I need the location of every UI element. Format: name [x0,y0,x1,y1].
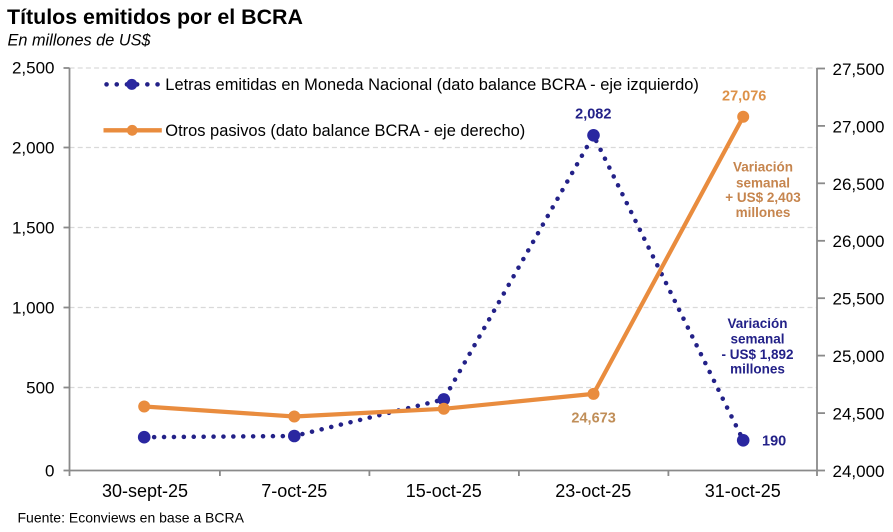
svg-text:2,500: 2,500 [12,59,55,78]
svg-text:24,673: 24,673 [571,411,615,427]
svg-text:15-oct-25: 15-oct-25 [406,481,482,501]
svg-text:- US$ 1,892: - US$ 1,892 [721,347,793,362]
svg-text:millones: millones [730,361,785,376]
svg-text:24,500: 24,500 [833,405,885,424]
svg-text:7-oct-25: 7-oct-25 [261,481,327,501]
svg-text:Títulos emitidos por el BCRA: Títulos emitidos por el BCRA [7,5,303,29]
svg-text:2,082: 2,082 [575,107,611,123]
svg-text:27,076: 27,076 [722,89,766,105]
svg-text:Letras emitidas en Moneda Naci: Letras emitidas en Moneda Nacional (dato… [165,76,699,94]
svg-text:30-sept-25: 30-sept-25 [102,481,188,501]
svg-text:26,500: 26,500 [833,175,885,194]
svg-text:semanal: semanal [730,332,784,347]
svg-text:Fuente: Econviews en base a BC: Fuente: Econviews en base a BCRA [18,510,245,526]
svg-text:+ US$ 2,403: + US$ 2,403 [725,190,801,205]
svg-text:Variación: Variación [727,316,787,331]
svg-text:27,000: 27,000 [833,117,885,136]
svg-text:27,500: 27,500 [833,60,885,79]
svg-text:0: 0 [45,462,54,481]
svg-text:1,000: 1,000 [12,299,55,318]
svg-text:190: 190 [762,434,786,450]
svg-text:24,000: 24,000 [833,462,885,481]
svg-text:semanal: semanal [736,176,790,191]
svg-text:Otros pasivos (dato balance BC: Otros pasivos (dato balance BCRA - eje d… [165,122,525,140]
svg-text:2,000: 2,000 [12,139,55,158]
svg-text:En millones de US$: En millones de US$ [8,31,152,49]
svg-text:31-oct-25: 31-oct-25 [705,481,781,501]
svg-text:1,500: 1,500 [12,219,55,238]
svg-text:23-oct-25: 23-oct-25 [555,481,631,501]
svg-text:25,500: 25,500 [833,290,885,309]
svg-text:26,000: 26,000 [833,232,885,251]
svg-text:Variación: Variación [733,160,793,175]
svg-text:millones: millones [736,205,791,220]
svg-text:25,000: 25,000 [833,347,885,366]
svg-text:500: 500 [26,379,54,398]
